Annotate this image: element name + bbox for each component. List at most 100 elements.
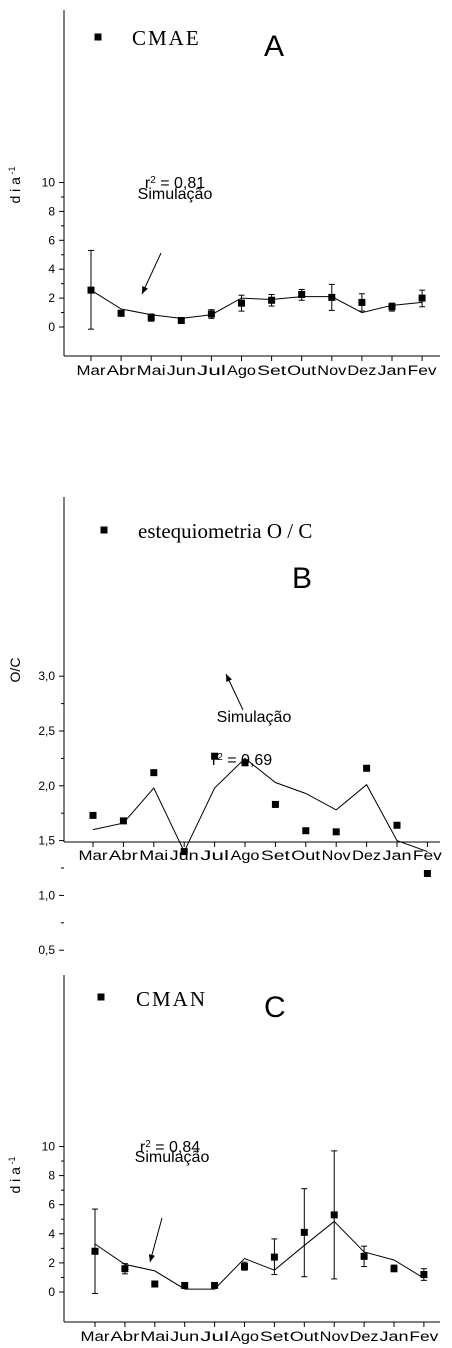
data-point (121, 1265, 129, 1273)
x-tick-label: Jan (383, 848, 412, 863)
y-axis-label: O/C (7, 658, 23, 683)
data-point (241, 1263, 248, 1271)
data-point (418, 294, 426, 302)
data-point (241, 759, 249, 767)
data-point (388, 303, 396, 311)
x-tick-label: Mar (77, 363, 107, 378)
data-point (150, 769, 158, 777)
data-point (91, 1247, 99, 1255)
data-point (181, 1281, 189, 1289)
simulation-line (94, 1220, 425, 1290)
y-tick-label: 3,0 (38, 669, 55, 683)
x-tick-label: Fev (409, 1329, 438, 1344)
x-tick-label: Mai (140, 1329, 169, 1344)
legend-marker (94, 33, 102, 41)
x-tick-label: Jul (200, 1329, 229, 1344)
x-tick-label: Nov (317, 363, 346, 378)
y-axis-label: d i a -1 (7, 167, 23, 204)
data-point (89, 811, 97, 819)
y-tick-label: 8 (48, 204, 55, 218)
x-tick-label: Abr (110, 1329, 140, 1344)
x-tick-label: Out (287, 363, 316, 378)
x-tick-label: Set (261, 848, 290, 863)
x-tick-label: Mai (139, 848, 168, 863)
x-tick-label: Jun (170, 848, 199, 863)
data-point (119, 817, 127, 825)
data-point (393, 821, 401, 829)
legend-label: CMAE (132, 26, 201, 50)
y-tick-label: 6 (48, 1198, 55, 1212)
x-tick-label: Fev (408, 363, 437, 378)
x-tick-label: Set (260, 1329, 289, 1344)
x-tick-label: Nov (320, 1329, 349, 1344)
y-tick-label: 1,5 (38, 834, 55, 848)
y-tick-label: 10 (42, 1140, 56, 1154)
data-point (211, 1281, 219, 1289)
data-point (420, 1271, 428, 1279)
x-tick-label: Nov (322, 848, 351, 863)
y-tick-label: 2 (48, 291, 55, 305)
y-tick-label: 0 (48, 320, 55, 334)
data-point (358, 298, 366, 306)
y-tick-label: 0,5 (38, 943, 55, 957)
annotation-arrow-head (142, 286, 148, 294)
x-tick-label: Jan (380, 1329, 409, 1344)
annotation-arrow-line (149, 1217, 163, 1263)
data-point (238, 299, 245, 307)
data-point (360, 1252, 368, 1260)
x-tick-label: Ago (230, 1329, 259, 1344)
x-tick-label: Jun (170, 1329, 199, 1344)
y-tick-label: 0 (48, 1285, 55, 1299)
x-tick-label: Set (257, 363, 286, 378)
legend-label: CMAN (136, 987, 207, 1011)
panel-label: A (264, 30, 284, 63)
data-point (117, 309, 125, 317)
x-tick-label: Abr (107, 363, 137, 378)
data-point (211, 752, 219, 760)
x-tick-label: Mar (79, 848, 109, 863)
data-point (302, 827, 310, 835)
y-tick-label: 2,5 (38, 724, 55, 738)
data-point (87, 286, 95, 294)
panel-label: B (292, 562, 312, 595)
simulation-line (90, 289, 423, 319)
r-squared-label: r2 = 0,69 (212, 752, 272, 770)
x-tick-label: Ago (227, 363, 256, 378)
r-squared-label: r2 = 0,84 (140, 1139, 200, 1157)
x-tick-label: Fev (413, 848, 442, 863)
y-tick-label: 2 (48, 1256, 55, 1270)
data-point (328, 293, 336, 301)
legend-marker (100, 526, 108, 534)
data-point (207, 310, 215, 318)
x-tick-label: Dez (350, 1329, 379, 1344)
panel-label: C (264, 991, 286, 1024)
data-point (390, 1265, 398, 1273)
x-tick-label: Abr (109, 848, 139, 863)
simulation-annotation: Simulação (138, 186, 213, 203)
x-tick-label: Dez (352, 848, 381, 863)
simulation-annotation: Simulação (217, 709, 292, 726)
x-tick-label: Jun (167, 363, 196, 378)
simulation-annotation: Simulação (135, 1149, 210, 1166)
data-point (270, 1253, 278, 1261)
y-tick-label: 1,0 (38, 888, 55, 902)
x-tick-label: Jul (197, 363, 226, 378)
annotation-arrow-head (148, 1254, 155, 1262)
x-tick-label: Dez (347, 363, 376, 378)
legend-label: estequiometria O / C (138, 519, 312, 543)
data-point (363, 764, 371, 772)
data-point (268, 296, 276, 304)
legend-marker (97, 993, 105, 1001)
data-point (177, 316, 185, 324)
data-point (151, 1280, 159, 1288)
panel-c: 0 2 4 6 8 10 Mar Abr Mai Jun Jul Ago Set Out Nov Dez Jan… (7, 975, 440, 1344)
x-tick-label: Jul (200, 848, 229, 863)
annotation-arrow-line (141, 252, 162, 295)
y-tick-label: 8 (48, 1169, 55, 1183)
x-tick-label: Out (290, 1329, 319, 1344)
r-squared-label: r2 = 0,81 (145, 175, 205, 193)
data-point (330, 1211, 338, 1219)
data-point (147, 314, 155, 322)
data-point (423, 869, 431, 877)
